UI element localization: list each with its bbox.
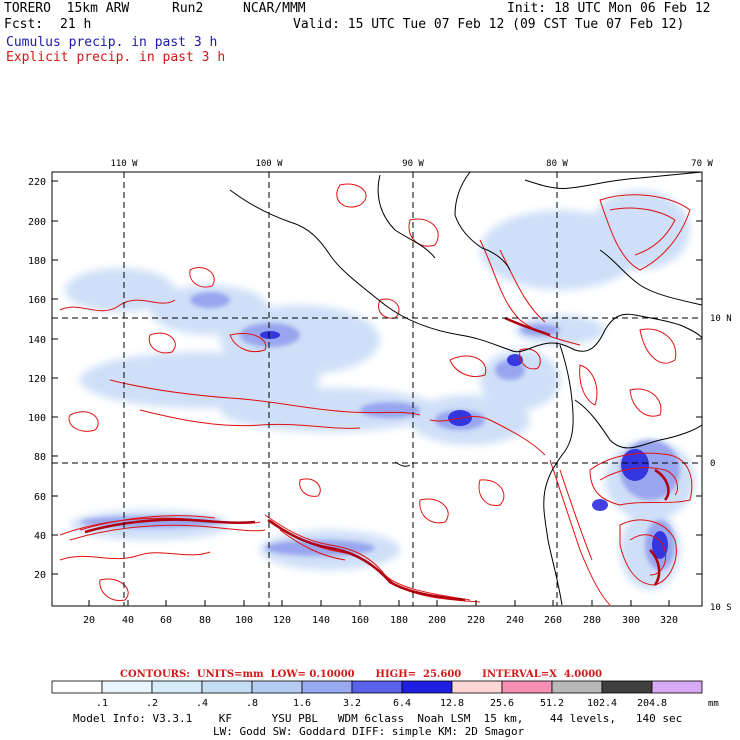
x-tick-label: 200	[428, 615, 446, 626]
colorbar-swatch	[51, 680, 103, 694]
fcst-value: 21 h	[60, 17, 92, 32]
y-tick-label: 20	[34, 570, 46, 581]
org-label: NCAR/MMM	[243, 1, 306, 16]
y-tick-label: 60	[34, 492, 46, 503]
x-tick-label: 160	[351, 615, 369, 626]
colorbar-label: 12.8	[440, 698, 464, 709]
colorbar-label: .2	[146, 698, 158, 709]
colorbar-label: 1.6	[293, 698, 311, 709]
heavy-explicit-bands	[84, 316, 670, 602]
colorbar-label: 25.6	[490, 698, 514, 709]
colorbar-swatch	[151, 680, 203, 694]
lon-label: 90 W	[402, 159, 424, 169]
y-tick-marks	[52, 180, 702, 575]
legend-cumulus: Cumulus precip. in past 3 h	[6, 35, 218, 50]
x-tick-label: 120	[273, 615, 291, 626]
x-tick-label: 300	[622, 615, 640, 626]
colorbar-swatch	[601, 680, 653, 694]
lat-label: 10 S	[710, 603, 732, 613]
lon-label: 70 W	[691, 159, 713, 169]
model-info-line2: LW: Godd SW: Goddard DIFF: simple KM: 2D…	[213, 725, 525, 738]
x-tick-label: 220	[467, 615, 485, 626]
y-tick-label: 40	[34, 531, 46, 542]
x-tick-label: 40	[122, 615, 134, 626]
fcst-label: Fcst:	[4, 17, 44, 32]
colorbar-swatch	[101, 680, 153, 694]
color-scale-bar: .1 .2 .4 .8 1.6 3.2 6.4 12.8 25.6 51.2 102.4 204.8	[51, 680, 703, 709]
legend-explicit: Explicit precip. in past 3 h	[6, 50, 226, 65]
y-tick-label: 80	[34, 452, 46, 463]
run-label: Run2	[172, 1, 204, 16]
latlon-grid	[52, 172, 702, 606]
colorbar-swatch	[451, 680, 503, 694]
lat-label: 10 N	[710, 314, 732, 324]
y-tick-label: 200	[28, 217, 46, 228]
x-tick-label: 240	[506, 615, 524, 626]
map-frame	[51, 171, 703, 607]
y-tick-label: 100	[28, 413, 46, 424]
x-tick-label: 100	[235, 615, 253, 626]
colorbar-units: mm	[708, 699, 719, 709]
model-title: TORERO 15km ARW	[4, 1, 130, 16]
x-tick-label: 280	[583, 615, 601, 626]
model-info-line1: Model Info: V3.3.1 KF YSU PBL WDM 6class…	[73, 712, 683, 725]
colorbar-swatch	[201, 680, 253, 694]
colorbar-label: .1	[96, 698, 108, 709]
x-tick-label: 180	[390, 615, 408, 626]
colorbar-swatch	[401, 680, 453, 694]
lat-label: 0	[710, 459, 715, 469]
valid-time: Valid: 15 UTC Tue 07 Feb 12 (09 CST Tue …	[293, 17, 685, 32]
colorbar-swatch	[551, 680, 603, 694]
explicit-precip-contours	[59, 183, 693, 606]
colorbar-label: .8	[246, 698, 258, 709]
colorbar-label: 3.2	[343, 698, 361, 709]
colorbar-label: 204.8	[637, 698, 667, 709]
colorbar-label: 51.2	[540, 698, 564, 709]
cumulus-precip-heavy	[260, 331, 668, 559]
y-tick-label: 220	[28, 177, 46, 188]
y-tick-label: 140	[28, 335, 46, 346]
x-tick-label: 80	[199, 615, 211, 626]
x-tick-label: 20	[83, 615, 95, 626]
x-tick-marks	[88, 600, 670, 606]
colorbar-swatch	[251, 680, 303, 694]
y-tick-label: 180	[28, 256, 46, 267]
map-plot-area	[52, 172, 702, 606]
colorbar-swatch	[351, 680, 403, 694]
lon-label: 110 W	[110, 159, 138, 169]
x-tick-label: 140	[312, 615, 330, 626]
init-time: Init: 18 UTC Mon 06 Feb 12	[507, 1, 711, 16]
colorbar-label: .4	[196, 698, 208, 709]
x-tick-label: 320	[660, 615, 678, 626]
y-tick-label: 160	[28, 295, 46, 306]
coastlines	[229, 172, 702, 606]
colorbar-label: 6.4	[393, 698, 411, 709]
lon-label: 100 W	[255, 159, 283, 169]
colorbar-swatch	[301, 680, 353, 694]
x-tick-label: 60	[160, 615, 172, 626]
contours-info: CONTOURS: UNITS=mm LOW= 0.10000 HIGH= 25…	[120, 669, 603, 680]
colorbar-label: 102.4	[587, 698, 617, 709]
y-tick-label: 120	[28, 374, 46, 385]
x-tick-label: 260	[544, 615, 562, 626]
colorbar-swatch	[501, 680, 553, 694]
colorbar-swatch	[651, 680, 703, 694]
lon-label: 80 W	[546, 159, 568, 169]
